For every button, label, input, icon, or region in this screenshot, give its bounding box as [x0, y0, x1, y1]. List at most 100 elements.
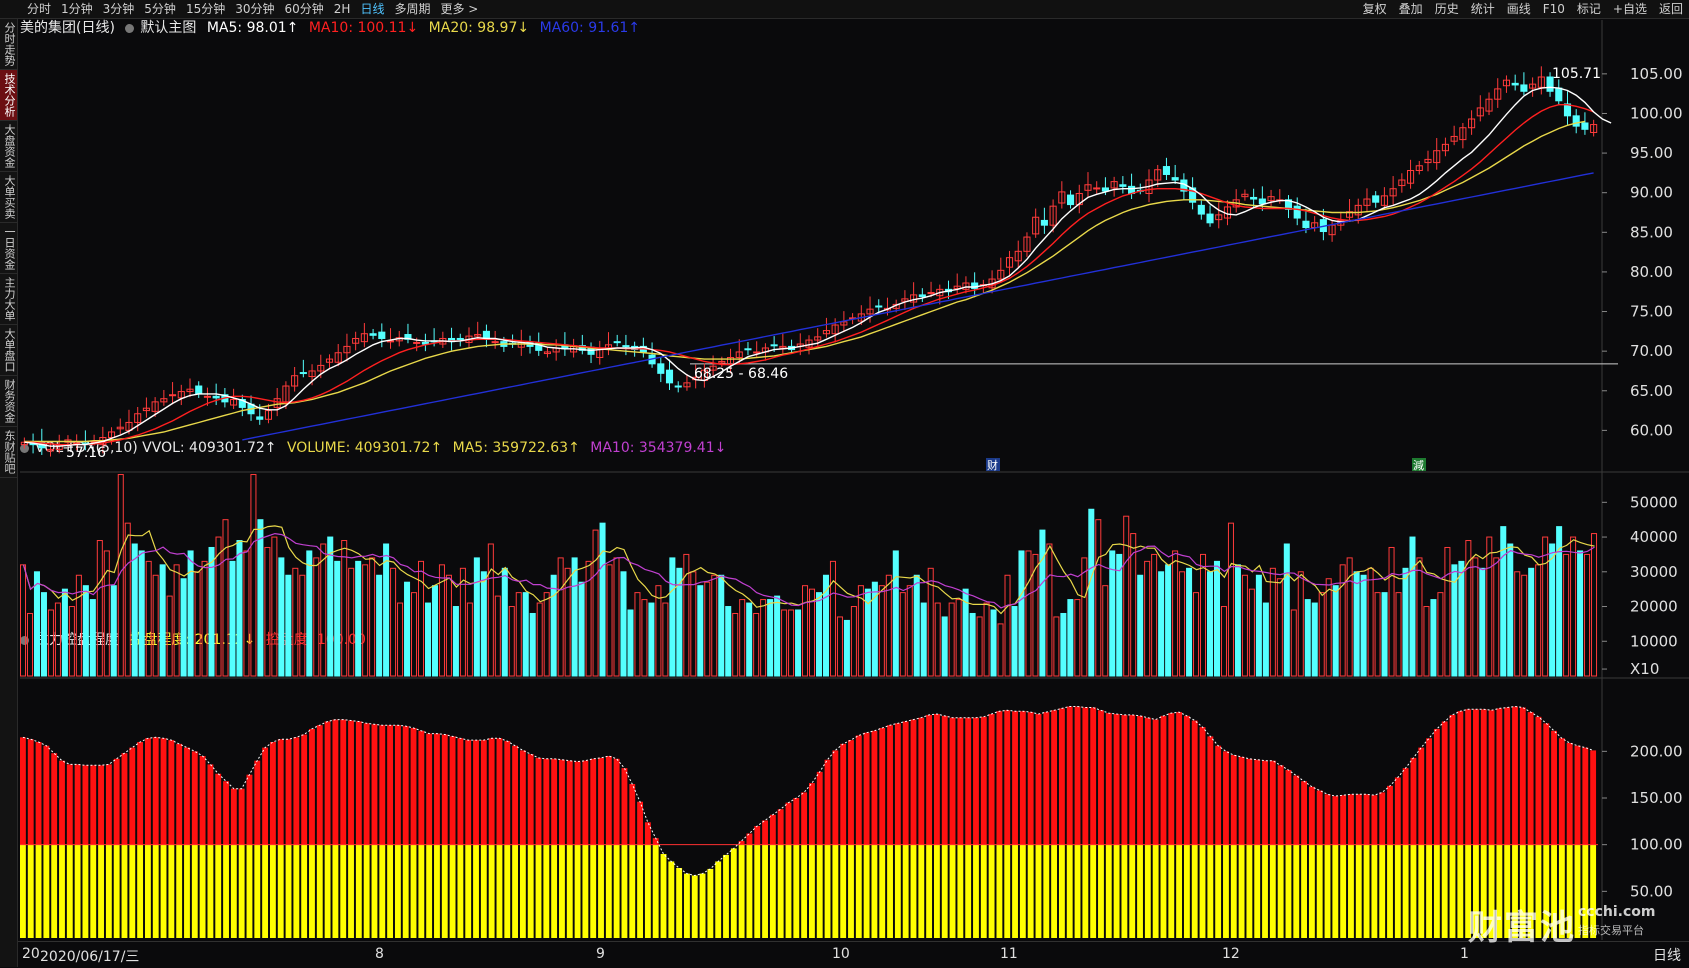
day-period-button[interactable]: 日线 — [1653, 948, 1681, 964]
control-bar — [871, 730, 878, 845]
volume-bar — [404, 581, 411, 677]
toolbar-button-3[interactable]: 统计 — [1470, 2, 1495, 16]
control-bar — [1348, 794, 1354, 845]
volume-settings-dot-icon[interactable] — [20, 444, 29, 453]
candle-body — [1345, 211, 1354, 218]
control-base-bar — [1371, 844, 1378, 938]
volume-bar — [1172, 550, 1179, 677]
ma5-line — [24, 86, 1612, 447]
control-bar — [1355, 794, 1362, 845]
control-base-bar — [316, 844, 323, 938]
control-base-bar — [519, 844, 526, 938]
control-base-bar — [309, 844, 315, 938]
sidebar-item-7[interactable]: 财务资金 — [0, 376, 17, 427]
candle-body — [151, 401, 159, 412]
sidebar-item-5[interactable]: 主力大单 — [0, 274, 17, 325]
toolbar-button-4[interactable]: 画线 — [1506, 2, 1531, 16]
control-bar — [1074, 706, 1081, 845]
candle-body — [1189, 187, 1197, 203]
control-base-bar — [262, 844, 269, 938]
sidebar-item-2[interactable]: 大盘资金 — [0, 121, 17, 172]
control-base-bar — [1019, 844, 1026, 938]
control-bar — [105, 764, 112, 845]
control-base-bar — [488, 844, 495, 938]
control-bar — [488, 738, 495, 845]
volume-bar — [306, 550, 313, 677]
volume-bar — [1109, 550, 1116, 677]
candle-body — [1502, 79, 1511, 87]
control-bar — [566, 760, 573, 845]
control-bar — [496, 738, 503, 845]
candle-body — [1180, 179, 1188, 192]
toolbar-button-5[interactable]: F10 — [1542, 2, 1565, 16]
tab-8[interactable]: 日线 — [360, 2, 385, 16]
volume-bar — [1304, 599, 1311, 677]
sidebar-item-3[interactable]: 大单买卖 — [0, 172, 17, 223]
tab-4[interactable]: 15分钟 — [185, 2, 226, 16]
sidebar-item-6[interactable]: 大单盘口 — [0, 325, 17, 376]
volume-bar — [159, 564, 166, 677]
sidebar-item-1[interactable]: 技术分析 — [0, 70, 17, 121]
toolbar-button-2[interactable]: 历史 — [1434, 2, 1459, 16]
candle-body — [1537, 76, 1545, 88]
control-bar — [933, 714, 940, 845]
volume-bar — [1053, 616, 1060, 677]
tab-7[interactable]: 2H — [333, 2, 351, 16]
toolbar-button-0[interactable]: 复权 — [1362, 2, 1387, 16]
control-base-bar — [746, 844, 753, 938]
candle-body — [1197, 204, 1205, 215]
volume-bar — [948, 602, 955, 677]
control-base-bar — [1379, 844, 1386, 938]
candle-body — [1529, 83, 1537, 89]
control-bar — [801, 792, 808, 845]
volume-indicator-name[interactable]: VOL-TDX(5,10) — [35, 440, 138, 456]
control-bar — [738, 840, 745, 845]
toolbar-button-1[interactable]: 叠加 — [1398, 2, 1423, 16]
control-bar — [309, 728, 315, 845]
volume-bar — [173, 564, 180, 677]
candle-body — [1110, 181, 1118, 189]
volume-bar — [1402, 567, 1409, 677]
tab-1[interactable]: 1分钟 — [61, 2, 93, 16]
tab-5[interactable]: 30分钟 — [235, 2, 275, 16]
control-bar — [1183, 715, 1190, 845]
toolbar-button-7[interactable]: +自选 — [1612, 2, 1647, 16]
toolbar-button-6[interactable]: 标记 — [1576, 2, 1601, 16]
volume-bar — [836, 616, 843, 677]
sidebar-item-0[interactable]: 分时走势 — [0, 19, 17, 70]
marker-jian[interactable]: 減 — [1413, 458, 1424, 472]
toolbar-button-8[interactable]: 返回 — [1658, 2, 1683, 16]
candle-body — [1241, 193, 1249, 198]
control-base-bar — [1090, 844, 1097, 938]
sidebar-item-8[interactable]: 东财贴吧 — [0, 427, 17, 478]
sidebar-item-4[interactable]: 一日资金 — [0, 223, 17, 274]
tab-3[interactable]: 5分钟 — [144, 2, 176, 16]
tab-10[interactable]: 更多 > — [440, 2, 479, 16]
control-bar — [1371, 795, 1378, 845]
tab-6[interactable]: 60分钟 — [284, 2, 324, 16]
volume-bar — [997, 623, 1004, 677]
volume-bar — [746, 602, 753, 677]
volume-bar — [1500, 526, 1507, 677]
control-base-bar — [387, 844, 394, 938]
volume-tick: 40000 — [1630, 528, 1678, 546]
control-settings-dot-icon[interactable] — [20, 636, 29, 645]
control-bar — [394, 725, 401, 845]
marker-cai[interactable]: 财 — [987, 458, 998, 472]
control-base-bar — [1340, 844, 1347, 938]
tab-9[interactable]: 多周期 — [394, 2, 431, 16]
candle-body — [169, 394, 177, 397]
tab-0[interactable]: 分时 — [27, 2, 52, 16]
settings-dot-icon[interactable] — [125, 24, 135, 33]
volume-bar — [222, 519, 229, 677]
candle-body — [901, 298, 909, 302]
indicator-name[interactable]: 默认主图 — [140, 20, 197, 36]
control-indicator-name[interactable]: 主力控盘程度 — [35, 632, 119, 648]
tab-2[interactable]: 3分钟 — [102, 2, 135, 16]
control-base-bar — [1433, 844, 1440, 938]
control-base-bar — [824, 844, 831, 938]
volume-bar — [271, 536, 278, 677]
volume-bar — [236, 540, 243, 677]
candle-body — [1328, 224, 1336, 236]
